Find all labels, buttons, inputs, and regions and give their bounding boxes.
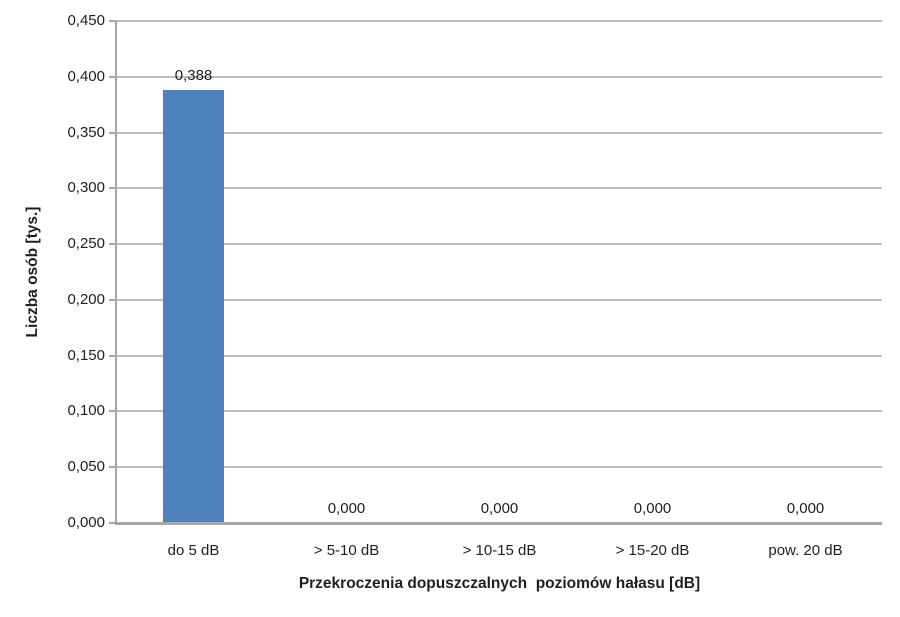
y-axis-tick <box>109 243 117 246</box>
category-label: > 5-10 dB <box>313 542 380 559</box>
x-axis-line <box>115 522 882 525</box>
y-tick-label: 0,300 <box>67 179 105 197</box>
gridline <box>117 298 882 301</box>
gridline <box>117 466 882 469</box>
category-label: do 5 dB <box>167 542 220 559</box>
y-tick-label: 0,150 <box>67 346 105 364</box>
gridline <box>117 75 882 78</box>
y-tick-label: 0,350 <box>67 123 105 141</box>
gridline <box>117 410 882 413</box>
y-axis-tick <box>109 522 117 524</box>
y-axis-tick <box>109 354 117 357</box>
y-axis-tick <box>109 131 117 134</box>
gridline <box>117 20 882 22</box>
x-axis-category-labels: do 5 dB > 5-10 dB > 10-15 dB > 15-20 dB pow.… <box>117 541 882 561</box>
y-tick-label: 0,450 <box>67 12 105 29</box>
y-axis-tick <box>109 466 117 469</box>
y-tick-label: 0,050 <box>67 458 105 476</box>
y-tick-label: 0,000 <box>67 514 105 531</box>
y-tick-label: 0,100 <box>67 402 105 420</box>
plot-area: 0,388 0,000 0,000 0,000 0,000 <box>117 20 882 523</box>
y-tick-label: 0,400 <box>67 67 105 85</box>
bar <box>163 90 224 523</box>
y-tick-label: 0,250 <box>67 235 105 253</box>
y-axis-tick <box>109 75 117 78</box>
y-axis-line <box>115 21 117 525</box>
y-axis-tick <box>109 20 117 22</box>
y-axis-tick <box>109 187 117 190</box>
y-axis-tick <box>109 298 117 301</box>
data-label: 0,000 <box>327 500 366 517</box>
category-label: > 10-15 dB <box>462 542 537 559</box>
data-label: 0,000 <box>633 500 672 517</box>
x-axis-title: Przekroczenia dopuszczalnych poziomów ha… <box>298 575 701 592</box>
y-axis-title: Liczba osób [tys.] <box>24 206 41 338</box>
data-label: 0,000 <box>480 500 519 517</box>
gridline <box>117 131 882 134</box>
y-tick-label: 0,200 <box>67 290 105 308</box>
data-label: 0,388 <box>174 67 213 85</box>
gridline <box>117 243 882 246</box>
y-axis-tick <box>109 410 117 413</box>
category-label: pow. 20 dB <box>768 542 843 559</box>
data-label: 0,000 <box>786 500 825 517</box>
gridline <box>117 354 882 357</box>
gridline <box>117 187 882 190</box>
category-label: > 15-20 dB <box>615 542 690 559</box>
